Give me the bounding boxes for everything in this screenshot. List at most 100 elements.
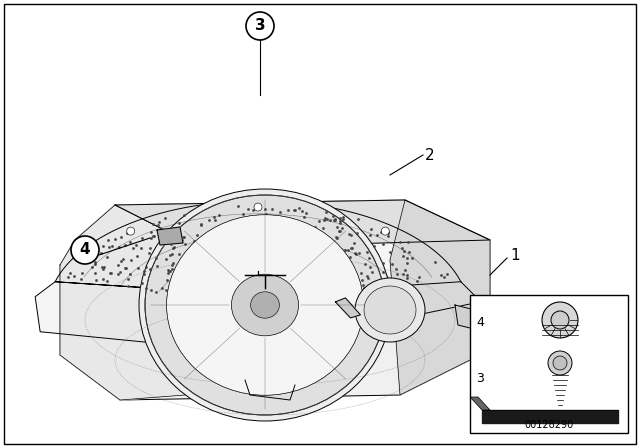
Point xyxy=(321,208,332,215)
Point xyxy=(320,264,330,271)
Point xyxy=(347,276,357,284)
Point xyxy=(326,271,336,278)
Point xyxy=(237,246,248,253)
Point xyxy=(362,272,372,279)
Point xyxy=(377,284,387,292)
Point xyxy=(238,253,248,260)
Point xyxy=(269,263,280,270)
Text: 1: 1 xyxy=(510,247,520,263)
Point xyxy=(191,242,201,249)
Point xyxy=(246,232,256,239)
Point xyxy=(86,263,97,270)
Circle shape xyxy=(542,302,578,338)
Point xyxy=(355,282,365,289)
Point xyxy=(141,285,151,292)
Point xyxy=(346,244,356,251)
Point xyxy=(342,246,353,254)
Point xyxy=(365,226,376,233)
Point xyxy=(330,288,340,295)
Point xyxy=(398,271,408,278)
Point xyxy=(174,220,184,227)
Point xyxy=(248,206,258,213)
Text: 4: 4 xyxy=(80,242,90,258)
Point xyxy=(131,241,141,248)
Point xyxy=(106,269,116,276)
Point xyxy=(224,227,234,234)
Point xyxy=(139,271,149,278)
Point xyxy=(211,243,221,250)
Point xyxy=(226,242,236,250)
Point xyxy=(220,241,230,248)
Point xyxy=(335,214,346,221)
Point xyxy=(145,250,155,257)
Point xyxy=(188,280,198,288)
Polygon shape xyxy=(455,305,478,330)
Ellipse shape xyxy=(251,292,280,318)
Point xyxy=(235,224,245,231)
Point xyxy=(234,263,244,270)
Point xyxy=(167,251,177,258)
Point xyxy=(329,263,339,270)
Point xyxy=(241,252,252,259)
Text: 2: 2 xyxy=(425,147,435,163)
Point xyxy=(230,250,241,258)
Point xyxy=(337,215,348,222)
Point xyxy=(214,255,224,263)
Point xyxy=(326,276,336,283)
Point xyxy=(184,247,194,254)
Point xyxy=(237,254,248,262)
Point xyxy=(113,271,123,278)
Point xyxy=(337,290,347,297)
Point xyxy=(161,215,171,222)
Point xyxy=(197,239,207,246)
Point xyxy=(234,223,244,230)
Point xyxy=(179,241,189,248)
Point xyxy=(243,244,253,251)
Point xyxy=(266,220,276,227)
Point xyxy=(283,206,293,213)
Point xyxy=(383,229,394,236)
Point xyxy=(248,253,259,260)
Point xyxy=(204,246,214,254)
Point xyxy=(202,232,212,239)
Point xyxy=(234,233,244,240)
Point xyxy=(148,220,158,228)
Point xyxy=(227,235,237,242)
Point xyxy=(252,237,262,244)
Point xyxy=(90,258,100,265)
Point xyxy=(300,221,310,228)
Point xyxy=(299,214,309,221)
Text: 00128290: 00128290 xyxy=(524,420,573,430)
Point xyxy=(147,233,157,240)
Point xyxy=(291,234,301,241)
Point xyxy=(438,273,449,280)
Point xyxy=(333,227,344,234)
Point xyxy=(348,277,358,284)
Point xyxy=(332,233,342,240)
Point xyxy=(122,229,132,237)
Point xyxy=(399,247,409,254)
Point xyxy=(337,260,347,267)
Point xyxy=(161,255,171,262)
Point xyxy=(349,240,359,247)
Point xyxy=(208,234,218,241)
Point xyxy=(193,248,203,255)
Text: 4: 4 xyxy=(476,316,484,329)
Point xyxy=(163,240,173,247)
Point xyxy=(332,224,342,231)
Point xyxy=(260,210,271,217)
Point xyxy=(235,221,245,228)
Point xyxy=(188,254,198,261)
Point xyxy=(397,244,408,251)
Point xyxy=(192,255,202,263)
Point xyxy=(157,284,167,291)
Ellipse shape xyxy=(232,274,299,336)
Point xyxy=(328,256,339,263)
Point xyxy=(350,250,360,257)
Point xyxy=(206,237,216,244)
Point xyxy=(237,224,247,231)
Point xyxy=(189,244,199,251)
Point xyxy=(345,254,355,261)
Point xyxy=(392,282,403,289)
Point xyxy=(115,269,125,276)
